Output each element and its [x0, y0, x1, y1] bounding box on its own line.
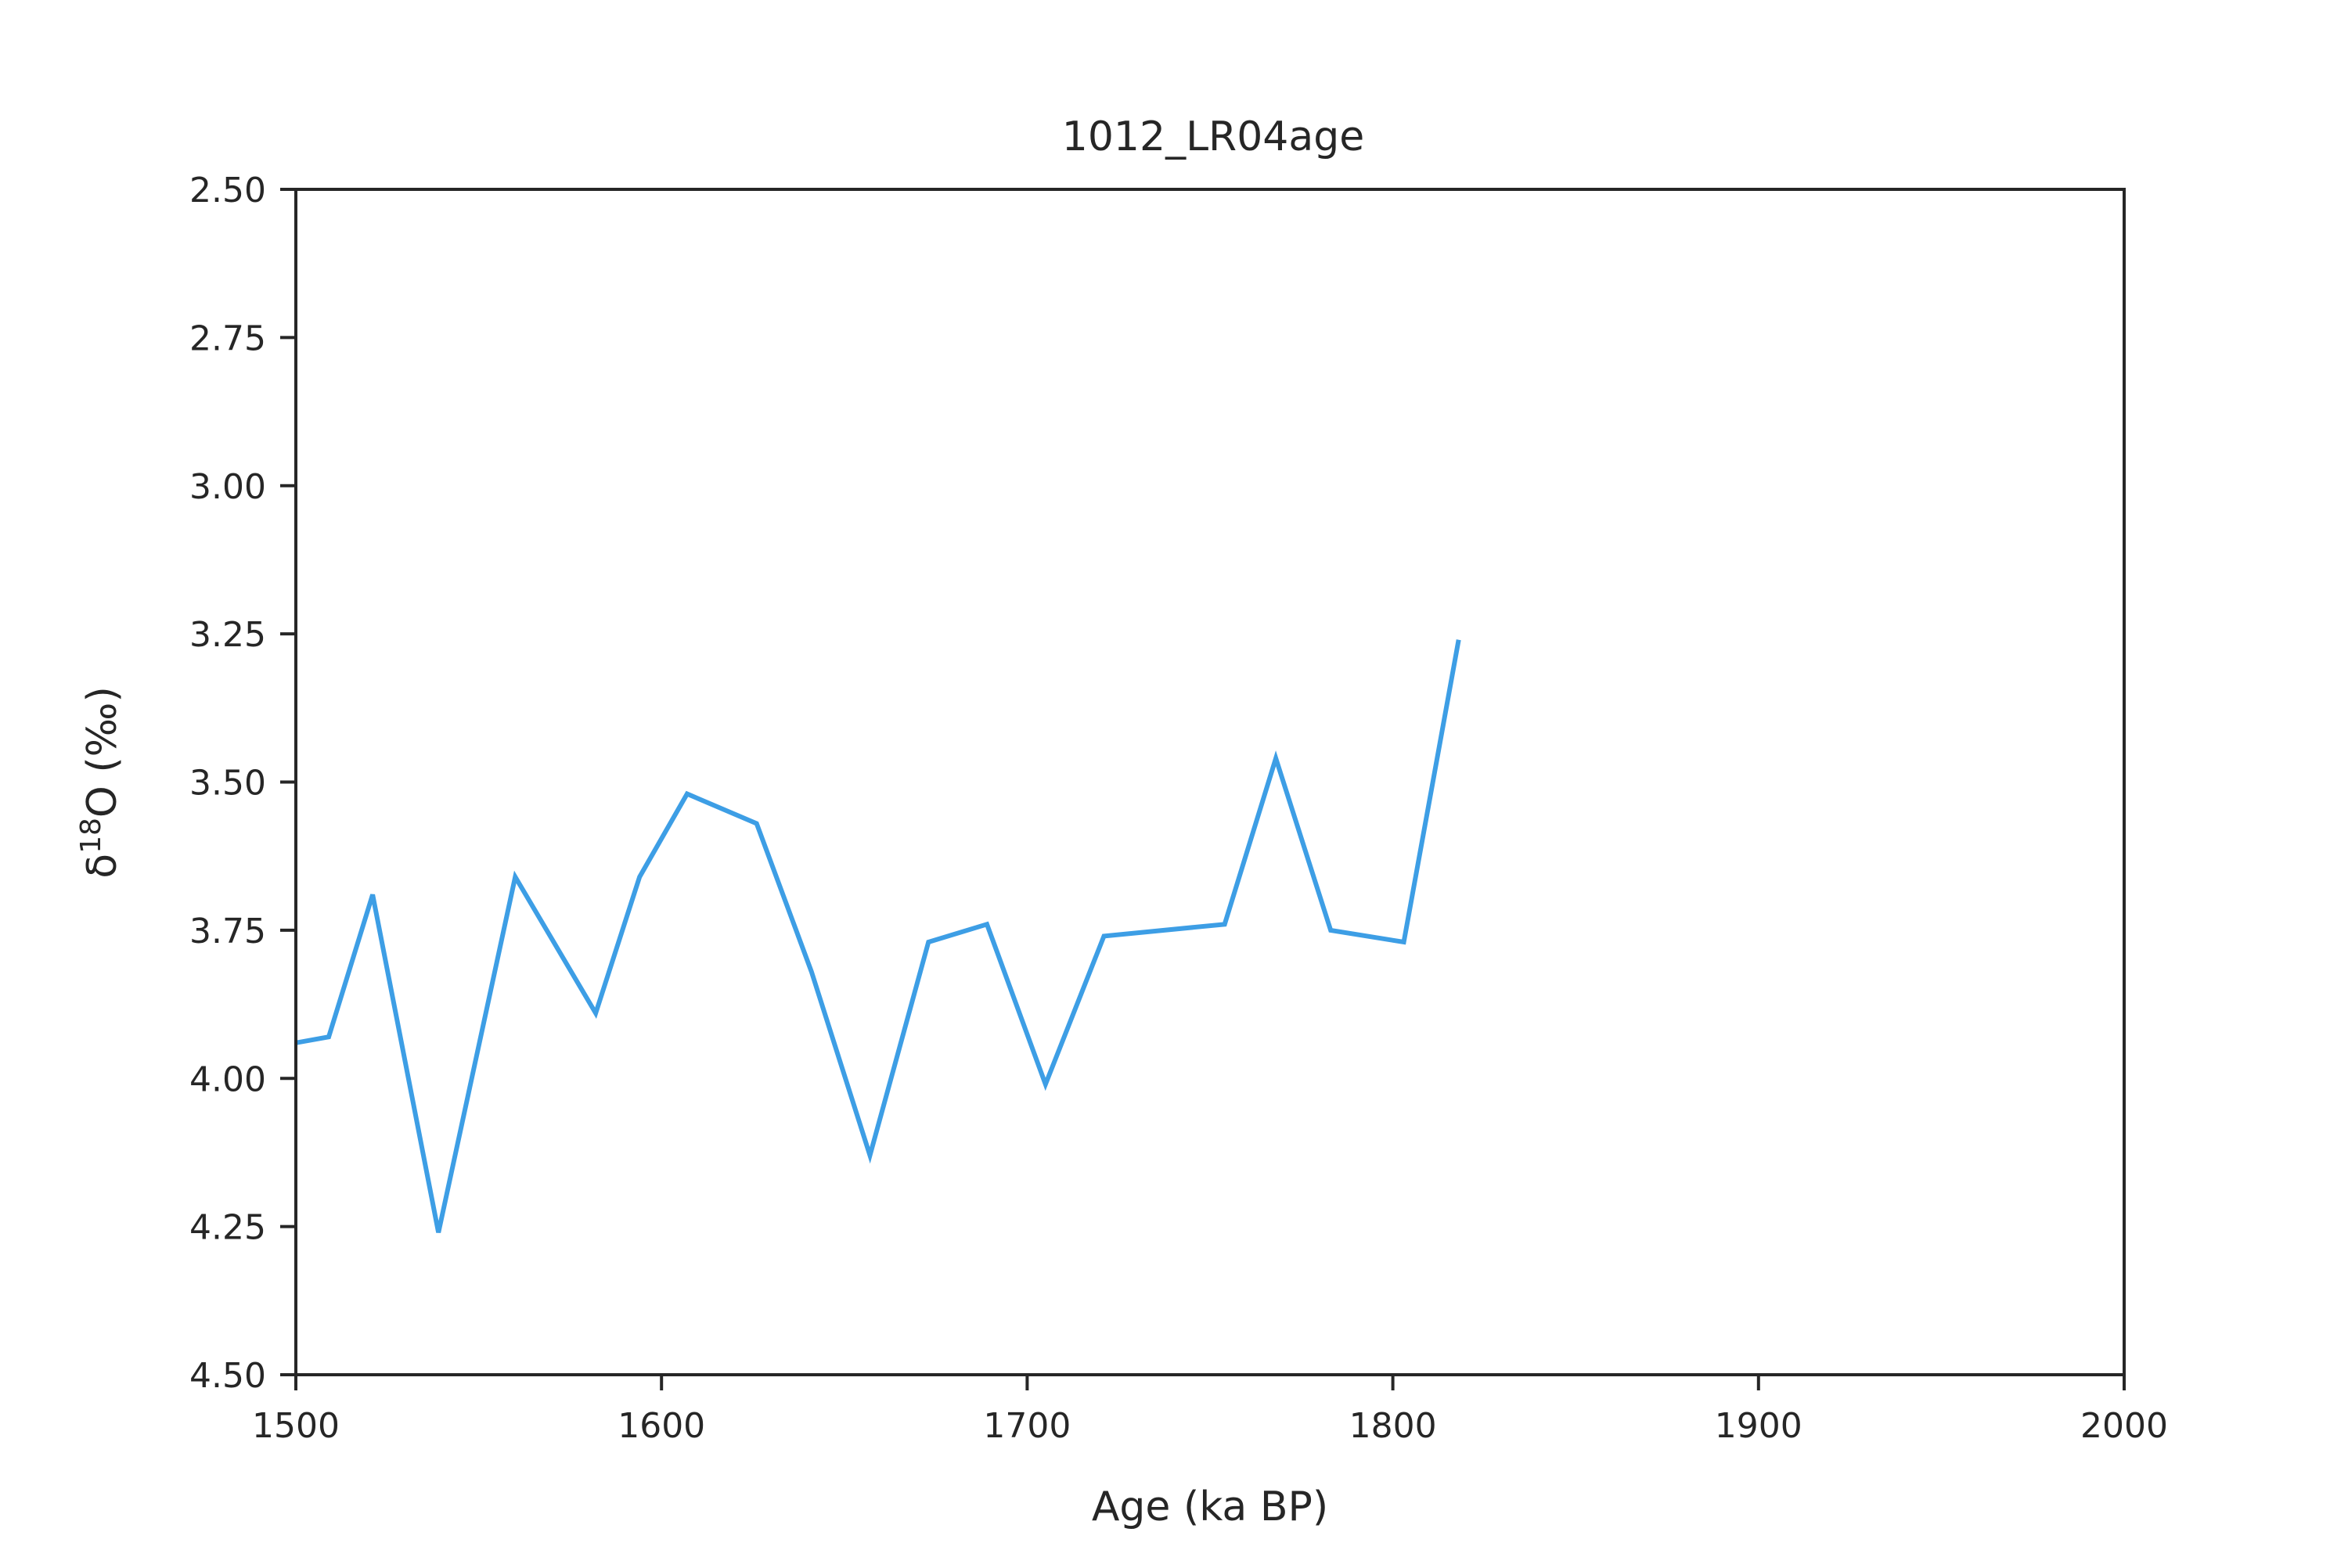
- y-axis-label-suffix: O (‰): [79, 686, 126, 818]
- x-tick-label: 1700: [983, 1406, 1071, 1446]
- y-axis-ticks: 2.50 2.75 3.00 3.25 3.50 3.75 4.00 4.25 4.50: [189, 171, 296, 1396]
- x-tick-label: 2000: [2080, 1406, 2168, 1446]
- y-tick-label: 2.75: [189, 318, 266, 358]
- y-tick-label: 3.25: [189, 615, 266, 655]
- x-tick-label: 1800: [1349, 1406, 1437, 1446]
- x-axis-label: Age (ka BP): [1092, 1483, 1328, 1530]
- series-line: [295, 639, 1461, 1233]
- y-axis-label-superscript: 18: [75, 818, 107, 854]
- y-axis-label: δ18O (‰): [75, 686, 126, 878]
- y-tick-label: 2.50: [189, 171, 266, 210]
- y-axis-label-prefix: δ: [79, 854, 126, 879]
- y-tick-label: 4.50: [189, 1356, 266, 1396]
- x-tick-label: 1900: [1715, 1406, 1802, 1446]
- chart-title: 1012_LR04age: [1062, 113, 1364, 160]
- x-tick-label: 1600: [618, 1406, 705, 1446]
- y-tick-label: 3.75: [189, 912, 266, 951]
- series-layer: [295, 639, 1461, 1233]
- x-axis-ticks: 1500 1600 1700 1800 1900 2000: [252, 1375, 2168, 1446]
- x-tick-label: 1500: [252, 1406, 340, 1446]
- y-tick-label: 4.25: [189, 1208, 266, 1248]
- y-tick-label: 3.00: [189, 467, 266, 507]
- plot-frame: [294, 188, 2126, 1376]
- y-tick-label: 3.50: [189, 764, 266, 804]
- y-tick-label: 4.00: [189, 1059, 266, 1099]
